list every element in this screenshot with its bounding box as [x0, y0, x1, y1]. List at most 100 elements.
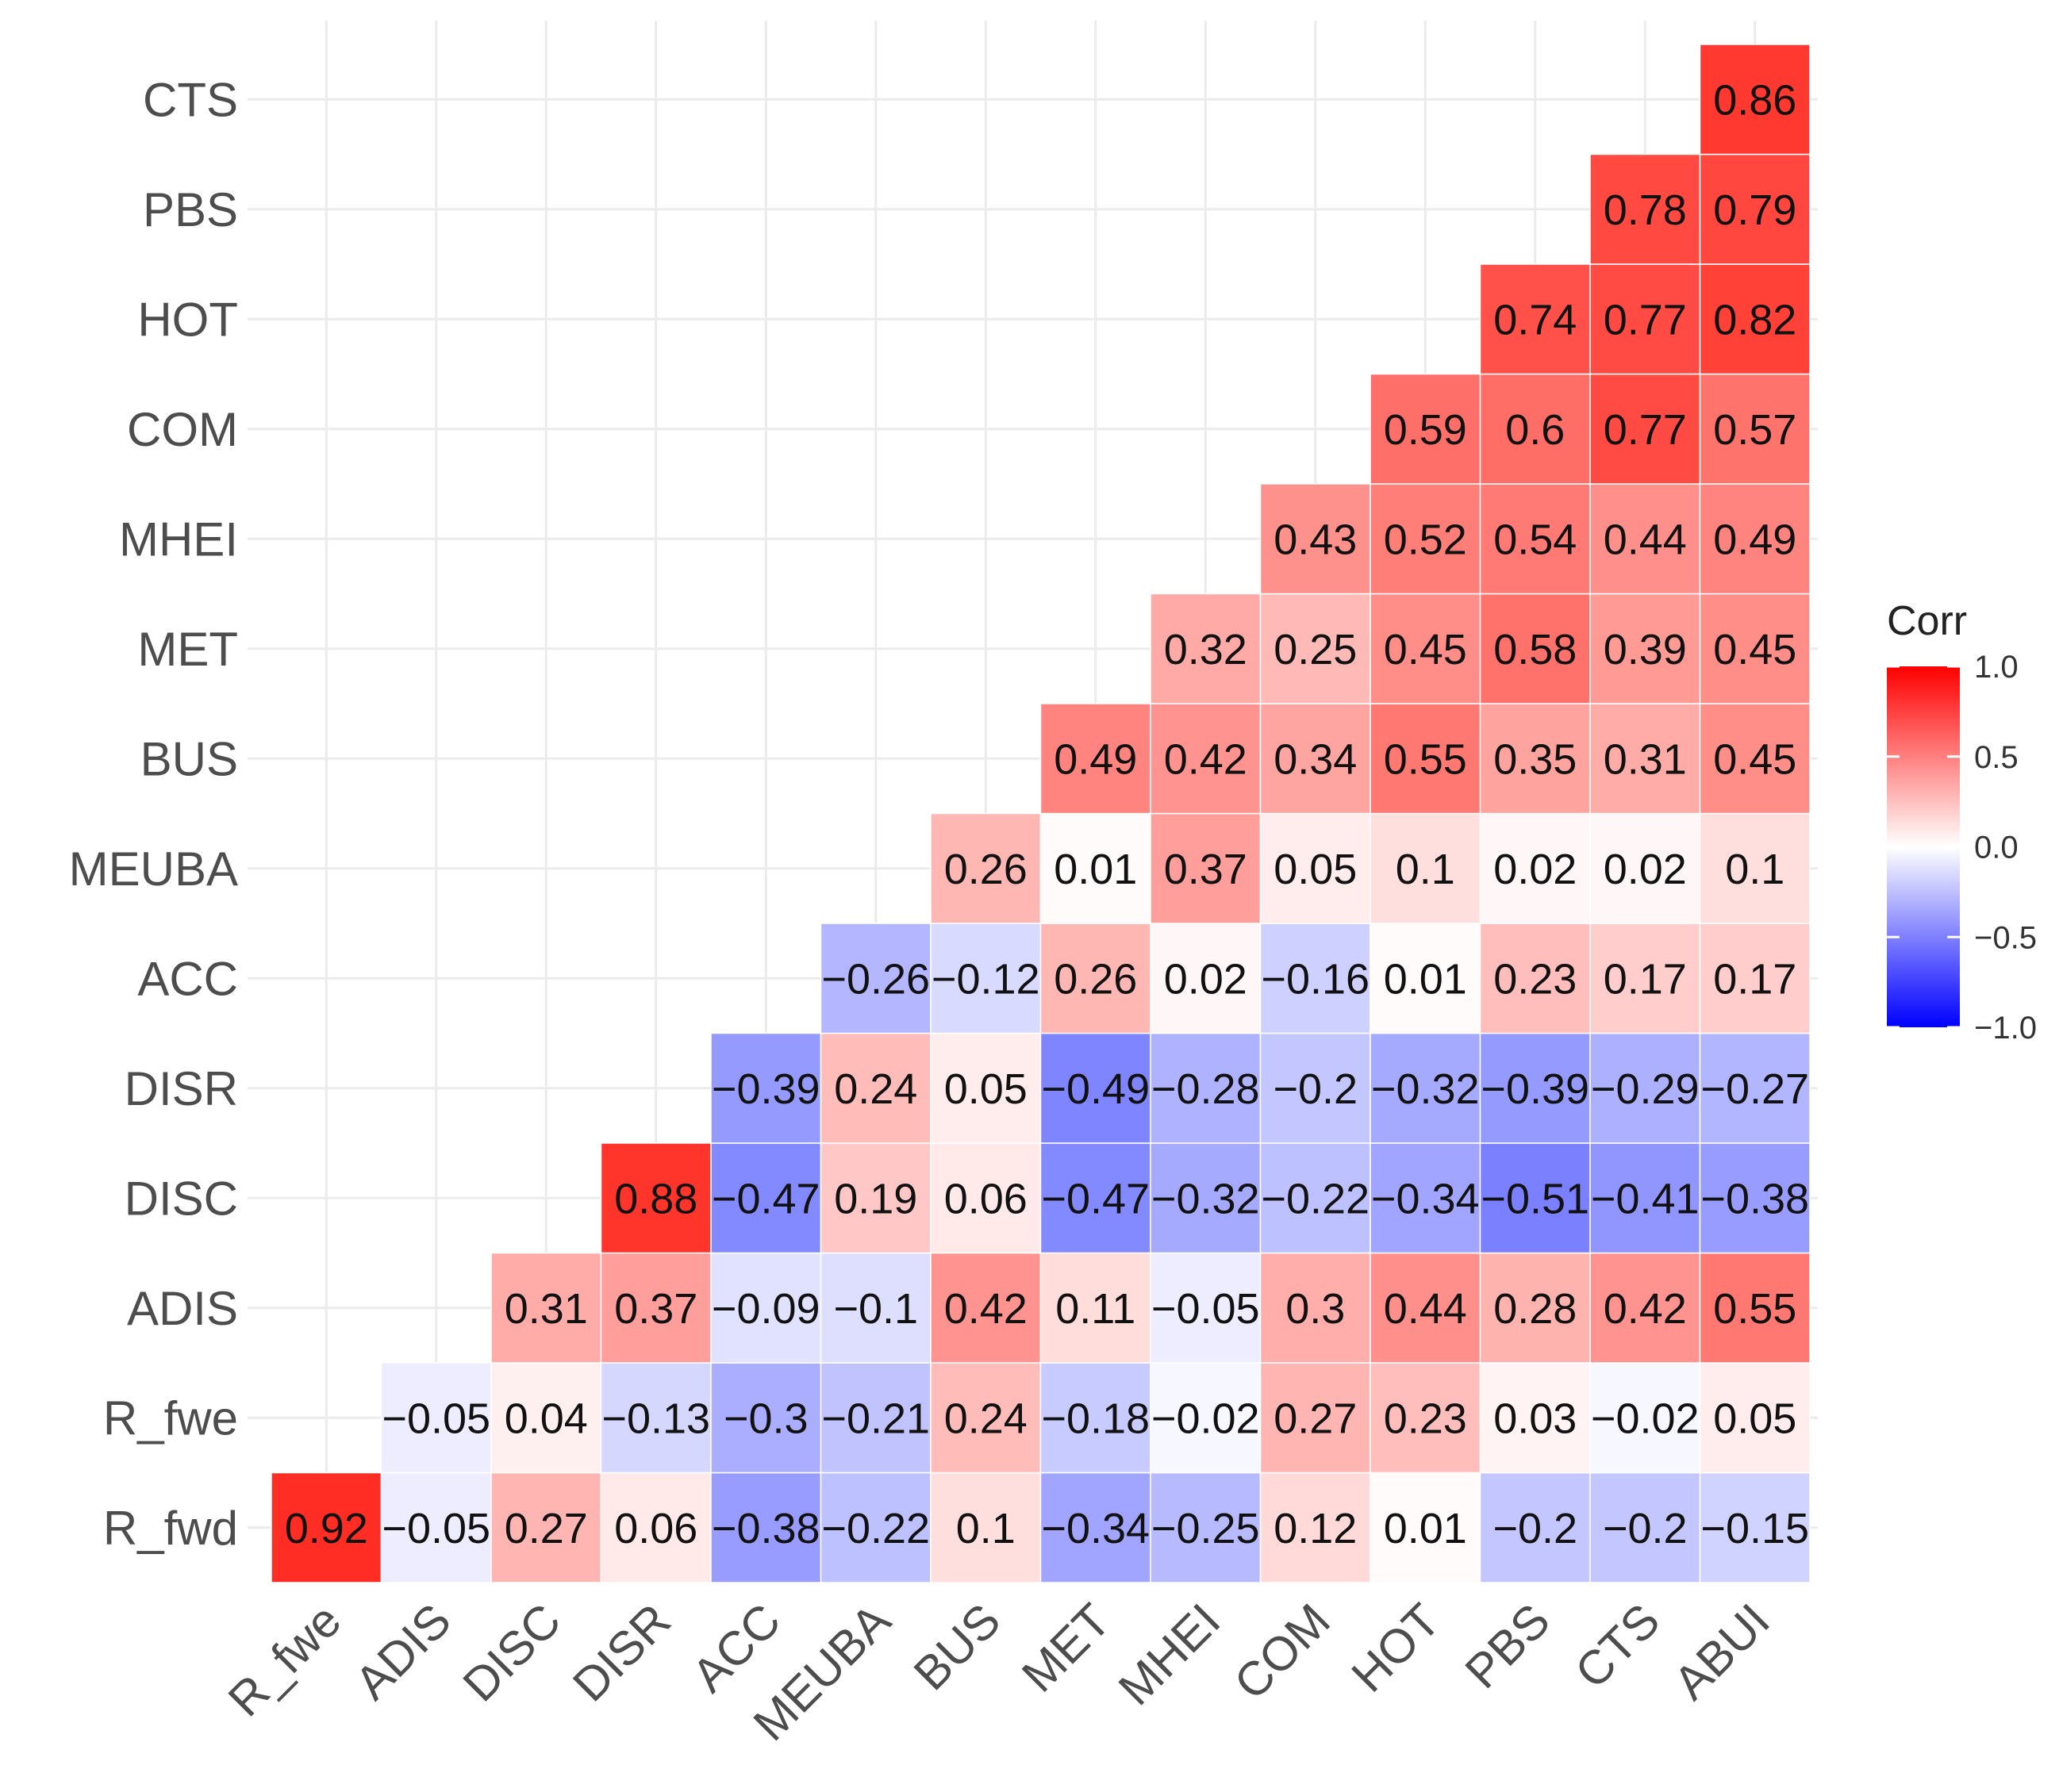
heatmap-cell — [1479, 923, 1591, 1034]
cell-value-label: 0.06 — [614, 1505, 697, 1552]
heatmap-cell — [1259, 703, 1371, 815]
cell-value-label: −0.22 — [1261, 1175, 1370, 1222]
cell-value-label: 0.42 — [1164, 735, 1247, 783]
heatmap-cell — [1259, 483, 1371, 595]
cell-value-label: −0.15 — [1700, 1505, 1809, 1552]
legend-tick-label: −1.0 — [1974, 1011, 2037, 1046]
cell-value-label: 0.1 — [1725, 846, 1784, 893]
heatmap-cell — [600, 1142, 712, 1254]
cell-value-label: 0.45 — [1713, 626, 1796, 673]
cell-value-label: −0.34 — [1371, 1175, 1480, 1222]
cell-value-label: −0.22 — [821, 1505, 930, 1552]
cell-value-label: 0.44 — [1384, 1285, 1467, 1333]
cell-value-label: 0.01 — [1054, 846, 1137, 893]
heatmap-cell — [710, 1472, 822, 1583]
cell-value-label: −0.12 — [932, 955, 1040, 1003]
cell-value-label: −0.09 — [712, 1285, 820, 1333]
y-tick-label: R_fwd — [103, 1502, 238, 1555]
cell-value-label: 0.27 — [505, 1505, 588, 1552]
cell-value-label: −0.16 — [1261, 955, 1370, 1003]
cell-value-label: 0.49 — [1713, 516, 1796, 563]
cell-value-label: −0.28 — [1151, 1065, 1260, 1113]
y-tick-label: HOT — [137, 293, 238, 346]
heatmap-cell — [1479, 1032, 1591, 1144]
x-tick-label: PBS — [1455, 1594, 1560, 1698]
cell-value-label: −0.47 — [712, 1175, 820, 1222]
cell-value-label: 0.43 — [1274, 516, 1357, 563]
heatmap-cell — [1699, 593, 1811, 704]
cell-value-label: 0.55 — [1713, 1285, 1796, 1333]
x-tick-label: DISC — [453, 1594, 571, 1712]
x-tick-label: ADIS — [345, 1594, 461, 1709]
heatmap-cell — [380, 1362, 492, 1474]
heatmap-cell — [710, 1362, 822, 1474]
cell-value-label: 0.02 — [1164, 955, 1247, 1003]
cell-value-label: 0.12 — [1274, 1505, 1357, 1552]
heatmap-cell — [1259, 812, 1371, 924]
cell-value-label: 0.02 — [1604, 846, 1687, 893]
cell-value-label: −0.47 — [1041, 1175, 1150, 1222]
cell-value-label: 0.52 — [1384, 516, 1467, 563]
cell-value-label: 0.57 — [1713, 406, 1796, 454]
heatmap-cell — [930, 1362, 1042, 1474]
y-axis-labels: R_fwd R_fwe ADIS DISC DISR ACC MEUBA BUS MET MHEI… — [69, 73, 238, 1555]
heatmap-cell — [820, 923, 932, 1034]
heatmap-cell — [1589, 1142, 1701, 1254]
cell-value-label: 0.02 — [1493, 846, 1577, 893]
x-tick-label: HOT — [1342, 1594, 1450, 1702]
heatmap-cells: 0.92 −0.05 0.27 0.06 −0.38 −0.22 0.1 −0.34 −0.25… — [271, 44, 1811, 1583]
heatmap-cell — [1699, 153, 1811, 265]
y-tick-label: DISR — [125, 1062, 238, 1115]
heatmap-cell — [1589, 1362, 1701, 1474]
cell-value-label: 0.23 — [1493, 955, 1577, 1003]
cell-value-label: 0.92 — [285, 1505, 368, 1552]
heatmap-cell — [1589, 483, 1701, 595]
heatmap-cell — [820, 1472, 932, 1583]
heatmap-cell — [1039, 1032, 1151, 1144]
heatmap-cell — [1039, 1362, 1151, 1474]
cell-value-label: 0.45 — [1713, 735, 1796, 783]
cell-value-label: 0.31 — [505, 1285, 588, 1333]
x-tick-label: CTS — [1565, 1594, 1669, 1698]
y-tick-label: R_fwe — [103, 1391, 238, 1445]
legend-title: Corr — [1887, 598, 1967, 644]
heatmap-cell — [1370, 1032, 1481, 1144]
cell-value-label: −0.02 — [1151, 1395, 1260, 1442]
cell-value-label: 0.79 — [1713, 186, 1796, 234]
cell-value-label: 0.04 — [505, 1395, 588, 1442]
cell-value-label: 0.54 — [1493, 516, 1577, 563]
heatmap-cell — [1479, 1362, 1591, 1474]
cell-value-label: 0.42 — [1604, 1285, 1687, 1333]
cell-value-label: −0.1 — [833, 1285, 918, 1333]
heatmap-cell — [1259, 1252, 1371, 1364]
cell-value-label: 0.88 — [614, 1175, 697, 1222]
cell-value-label: 0.01 — [1384, 1505, 1467, 1552]
y-tick-label: MHEI — [119, 512, 238, 566]
y-tick-label: MET — [137, 623, 238, 676]
heatmap-cell — [490, 1362, 602, 1474]
cell-value-label: −0.13 — [601, 1395, 710, 1442]
heatmap-cell — [1589, 153, 1701, 265]
heatmap-cell — [1370, 1472, 1481, 1583]
legend-tick-label: −0.5 — [1974, 920, 2037, 955]
y-tick-label: COM — [127, 403, 238, 456]
x-tick-label: MHEI — [1108, 1594, 1230, 1715]
cell-value-label: 0.32 — [1164, 626, 1247, 673]
heatmap-cell — [1039, 1142, 1151, 1254]
cell-value-label: −0.32 — [1151, 1175, 1260, 1222]
cell-value-label: 0.55 — [1384, 735, 1467, 783]
cell-value-label: 0.77 — [1604, 406, 1687, 454]
cell-value-label: 0.78 — [1604, 186, 1687, 234]
x-tick-label: ABUI — [1664, 1594, 1780, 1709]
legend-tick-label: 1.0 — [1974, 650, 2019, 685]
heatmap-cell — [1370, 1142, 1481, 1254]
cell-value-label: −0.2 — [1273, 1065, 1358, 1113]
heatmap-cell — [1589, 1252, 1701, 1364]
cell-value-label: −0.34 — [1041, 1505, 1150, 1552]
cell-value-label: 0.1 — [956, 1505, 1016, 1552]
cell-value-label: 0.77 — [1604, 296, 1687, 343]
heatmap-cell — [1370, 703, 1481, 815]
heatmap-cell — [1039, 1472, 1151, 1583]
cell-value-label: −0.27 — [1700, 1065, 1809, 1113]
